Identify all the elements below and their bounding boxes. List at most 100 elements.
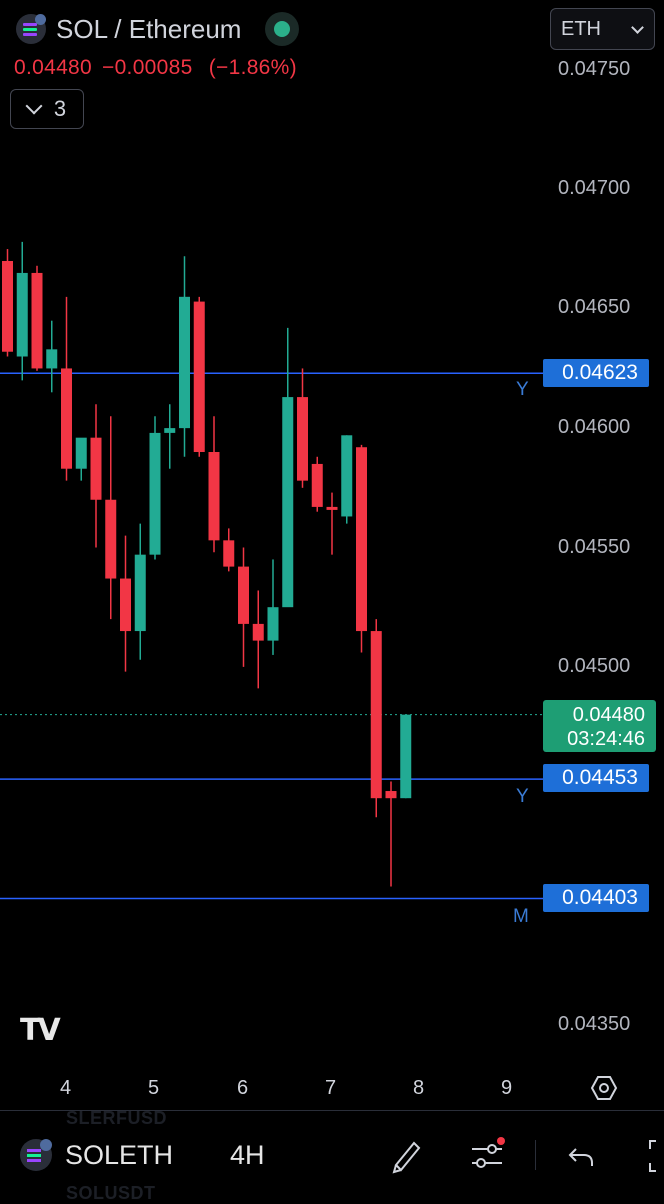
candle[interactable] <box>341 435 353 524</box>
interval-button[interactable]: 4H <box>230 1140 265 1170</box>
candle[interactable] <box>252 590 264 689</box>
candle-body <box>282 397 294 608</box>
candle-body <box>326 506 338 510</box>
candle[interactable] <box>297 368 308 488</box>
candle-body <box>134 554 146 632</box>
candle-body <box>297 397 308 481</box>
candle[interactable] <box>61 296 72 481</box>
symbol-search-button[interactable]: SOLETH <box>65 1140 174 1170</box>
chevron-down-icon <box>631 20 644 34</box>
time-axis-label: 7 <box>325 1077 337 1099</box>
candle-body <box>223 540 235 567</box>
candle-body <box>208 452 220 541</box>
candle-body <box>120 578 131 632</box>
candle[interactable] <box>385 781 397 887</box>
candle[interactable] <box>193 296 205 457</box>
level-label: Y <box>516 786 529 807</box>
candle-body <box>179 296 190 429</box>
candle[interactable] <box>267 559 279 655</box>
level-label: Y <box>516 379 529 400</box>
toolbar-divider <box>535 1140 536 1170</box>
candle[interactable] <box>326 492 338 555</box>
candle-body <box>267 607 279 641</box>
level-price-tag[interactable]: 0.04453 <box>543 764 649 792</box>
candle-body <box>2 261 13 352</box>
price-axis-label: 0.04350 <box>558 1013 631 1035</box>
candle[interactable] <box>75 437 87 481</box>
price-summary: 0.04480 −0.00085 (−1.86%) <box>14 56 297 80</box>
candle[interactable] <box>149 416 161 560</box>
candle[interactable] <box>31 265 43 371</box>
candle-body <box>16 272 28 357</box>
candle[interactable] <box>164 404 176 469</box>
candle-body <box>149 432 161 555</box>
candle[interactable] <box>16 241 28 381</box>
candle-body <box>252 623 264 641</box>
market-open-status-icon <box>265 12 300 46</box>
candle[interactable] <box>370 619 382 818</box>
candle[interactable] <box>90 404 102 548</box>
candle[interactable] <box>2 249 13 357</box>
price-axis-label: 0.04550 <box>558 536 631 558</box>
price-axis-label: 0.04650 <box>558 296 631 318</box>
candle-body <box>75 437 87 469</box>
pen-icon[interactable] <box>388 1137 424 1175</box>
candle-body <box>61 368 72 469</box>
candle[interactable] <box>120 535 131 672</box>
candle[interactable] <box>134 523 146 660</box>
symbol-list-item: SLERFUSD <box>66 1108 168 1128</box>
time-axis-label: 5 <box>148 1077 160 1099</box>
candle[interactable] <box>311 456 323 512</box>
candle[interactable] <box>238 547 249 667</box>
candle-body <box>385 791 397 799</box>
chart-header: SOL / Ethereum <box>16 12 300 46</box>
candle-body <box>90 437 102 500</box>
bottom-toolbar <box>0 1110 664 1200</box>
currency-select[interactable]: ETH <box>550 8 655 50</box>
candle[interactable] <box>105 416 117 620</box>
price-change-percent: (−1.86%) <box>208 56 297 79</box>
last-price: 0.04480 <box>14 56 93 79</box>
candle-body <box>400 714 412 799</box>
price-axis-label: 0.04750 <box>558 58 631 80</box>
currency-value: ETH <box>561 17 601 40</box>
fullscreen-icon[interactable] <box>644 1137 664 1175</box>
time-axis-label: 6 <box>237 1077 249 1099</box>
solana-logo-icon <box>20 1139 52 1171</box>
current-price: 0.04480 <box>572 704 645 726</box>
indicators-toggle-button[interactable]: 3 <box>10 89 84 129</box>
candle-body <box>341 435 353 517</box>
candle[interactable] <box>179 256 190 457</box>
price-axis-label: 0.04600 <box>558 416 631 438</box>
price-axis-label: 0.04700 <box>558 177 631 199</box>
tradingview-logo-icon: TV <box>20 1013 61 1048</box>
candle-body <box>356 447 367 632</box>
candle-body <box>193 301 205 452</box>
price-axis-label: 0.04500 <box>558 655 631 677</box>
candle-body <box>46 349 58 369</box>
chart-settings-icon[interactable] <box>590 1074 618 1102</box>
current-price-tag: 0.04480 03:24:46 <box>543 700 656 752</box>
symbol-title[interactable]: SOL / Ethereum <box>56 13 242 44</box>
indicators-count: 3 <box>53 96 67 121</box>
solana-logo-icon <box>16 14 46 44</box>
candle[interactable] <box>282 327 294 608</box>
candle[interactable] <box>356 444 367 653</box>
level-price-tag[interactable]: 0.04623 <box>543 359 649 387</box>
bar-countdown: 03:24:46 <box>567 728 645 750</box>
candle-body <box>164 428 176 433</box>
level-label: M <box>513 906 529 927</box>
time-axis-label: 9 <box>501 1077 513 1099</box>
indicator-settings-icon[interactable] <box>468 1137 506 1175</box>
candle[interactable] <box>208 416 220 553</box>
candle[interactable] <box>223 528 235 572</box>
candle[interactable] <box>400 714 412 799</box>
level-price-tag[interactable]: 0.04403 <box>543 884 649 912</box>
chevron-down-icon <box>25 97 43 115</box>
price-change: −0.00085 <box>102 56 193 79</box>
time-axis-label: 4 <box>60 1077 72 1099</box>
undo-icon[interactable] <box>566 1137 598 1175</box>
candle[interactable] <box>46 320 58 393</box>
candle-body <box>31 272 43 369</box>
